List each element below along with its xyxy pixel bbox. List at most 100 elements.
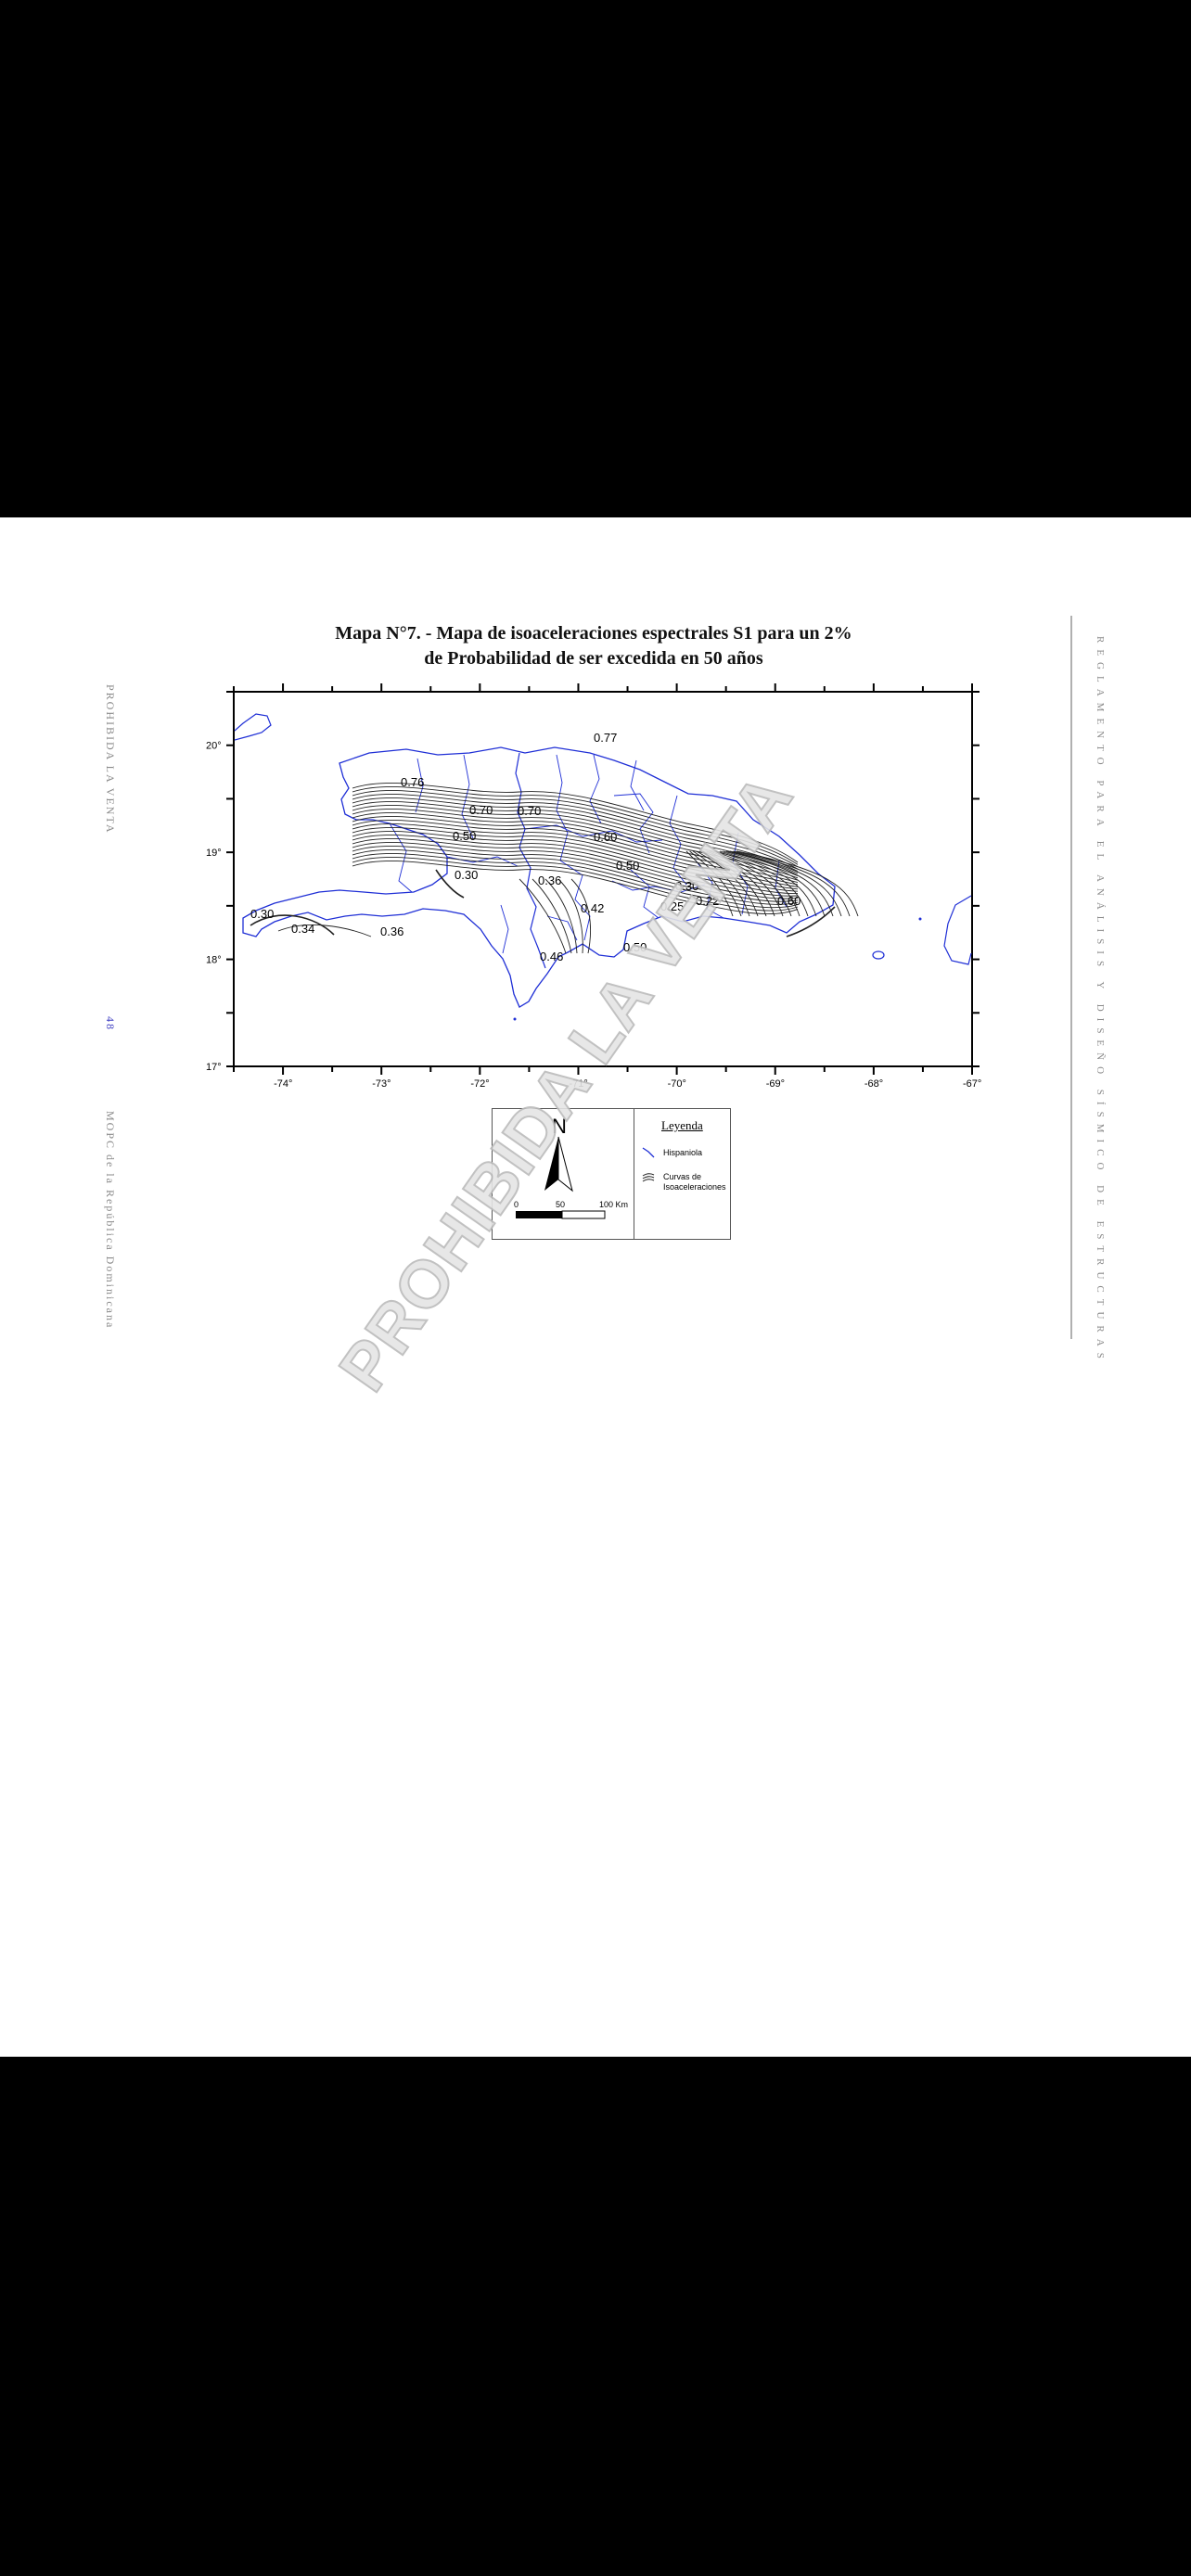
lon-label: -68° (864, 1078, 883, 1090)
contour-line-haiti-2 (277, 925, 372, 937)
contour-line-east (689, 850, 742, 917)
islet-dot-2 (513, 1017, 517, 1021)
contour-line-east (696, 850, 759, 917)
iso-value-label: 0.70 (469, 803, 493, 817)
lon-label: -72° (470, 1078, 489, 1090)
contour-line-east (723, 850, 826, 917)
left-margin-prohibida: PROHIBIDA LA VENTA (104, 684, 117, 835)
isoacceleration-labels: 0.70 0.77 0.70 0.76 0.50 0.60 0.50 0.30 0.36 0.30… (250, 731, 800, 963)
iso-value-label: 0.70 (518, 804, 541, 818)
contour-line-south (531, 878, 572, 954)
iso-value-label: 0.30 (250, 907, 274, 921)
contour-line (352, 823, 799, 887)
contour-line (352, 857, 799, 912)
contour-line-east (710, 850, 792, 917)
legend-symbols (642, 1147, 655, 1182)
north-label: N (552, 1115, 567, 1138)
iso-value-label: 0.34 (291, 922, 314, 936)
contour-line-east (733, 850, 851, 917)
contour-line-east (716, 850, 809, 917)
iso-value-label: 0.76 (401, 775, 424, 789)
scale-bar-white (561, 1210, 606, 1219)
document-page: PROHIBIDA LA VENTA 48 MOPC de la Repúbli… (0, 517, 1191, 2057)
contour-line (352, 797, 799, 872)
map-ticks (226, 683, 980, 1075)
iso-value-label: 0.60 (777, 894, 800, 908)
iso-value-label: 0.30 (455, 868, 478, 882)
iso-value-label: 0.22 (696, 894, 719, 908)
lon-label: -67° (963, 1078, 981, 1090)
legend-item-curvas-line2: Isoaceleraciones (663, 1182, 726, 1192)
contour-line (352, 801, 799, 874)
map-title: Mapa N°7. - Mapa de isoaceleraciones esp… (186, 621, 1002, 671)
lat-label: 20° (206, 741, 222, 752)
map-axis-labels: 20° 19° 18° 17° -74° -73° -72° -71° -70° -69° -68°… (206, 741, 981, 1090)
north-arrow-and-scale: N (516, 1115, 606, 1219)
lon-label: -71° (569, 1078, 587, 1090)
contour-line (352, 790, 799, 868)
iso-value-label: 0.60 (594, 830, 617, 844)
contour-line-east (726, 850, 834, 917)
right-margin-title: REGLAMENTO PARA EL ANÁLISIS Y DISEÑO SÍS… (1095, 636, 1106, 1365)
contour-line (352, 816, 799, 884)
puerto-rico-coastline (943, 895, 972, 965)
contour-symbol-icon (642, 1173, 655, 1177)
iso-value-label: 0.25 (660, 899, 684, 913)
iso-value-label: 0.42 (581, 901, 604, 915)
iso-value-label: 0.36 (538, 874, 561, 887)
lat-label: 18° (206, 955, 222, 966)
lat-label: 17° (206, 1062, 222, 1073)
isoacceleration-contours (250, 783, 859, 954)
contour-line (352, 783, 799, 863)
contour-line (352, 812, 799, 881)
map-title-line2: de Probabilidad de ser excedida en 50 añ… (424, 648, 763, 669)
contour-line-south (557, 878, 583, 954)
contour-line-south (570, 878, 591, 954)
lat-label: 19° (206, 848, 222, 859)
iso-value-label: 0.50 (453, 829, 476, 843)
contour-line-east-2 (786, 906, 836, 937)
lon-label: -70° (668, 1078, 686, 1090)
contour-line (352, 827, 799, 890)
contour-line (352, 842, 799, 899)
contour-line-south (544, 878, 578, 954)
scale-label-100: 100 Km (599, 1200, 629, 1209)
mona-island (872, 950, 885, 960)
contour-line-mid (435, 869, 465, 899)
isoacceleration-map: 20° 19° 18° 17° -74° -73° -72° -71° -70° -69° -68°… (206, 683, 981, 1090)
contour-line (352, 835, 799, 895)
contour-line-east (719, 850, 817, 917)
lon-label: -69° (766, 1078, 785, 1090)
contour-line-east (712, 850, 800, 917)
legend-title: Leyenda (661, 1118, 703, 1132)
page-number: 48 (104, 1016, 117, 1031)
iso-value-label: 0.50 (623, 940, 647, 954)
iso-value-label: 0.30 (675, 879, 698, 893)
map-frame (233, 691, 973, 1067)
iso-value-label: 0.50 (616, 859, 639, 873)
contour-line (352, 786, 799, 865)
contour-line-east (685, 850, 734, 917)
hispaniola-symbol-icon (642, 1147, 655, 1158)
contour-line (352, 794, 799, 870)
legend-item-curvas-line1: Curvas de (663, 1172, 702, 1181)
contour-line (352, 831, 799, 892)
iso-value-label: 0.77 (594, 731, 617, 745)
contour-line (352, 846, 799, 902)
scale-label-0: 0 (514, 1200, 519, 1209)
north-arrow-icon-right (557, 1136, 573, 1192)
right-margin-rule (1070, 616, 1072, 1339)
international-border (515, 752, 546, 969)
islet-dot (918, 917, 922, 921)
contour-line-east (729, 850, 842, 917)
iso-value-label: 0.46 (540, 950, 563, 963)
iso-value-label: 0.36 (380, 925, 403, 938)
map-title-line1: Mapa N°7. - Mapa de isoaceleraciones esp… (335, 623, 852, 644)
contour-line-haiti (250, 914, 335, 936)
legend-panel: N 0 50 100 Km Leyenda Hispaniola Curvas … (492, 1108, 731, 1240)
contour-line (352, 838, 799, 897)
legend-item-hispaniola: Hispaniola (663, 1148, 703, 1157)
legend-item-curvas: Curvas de Isoaceleraciones (663, 1172, 726, 1192)
lon-label: -73° (372, 1078, 391, 1090)
north-arrow-icon (544, 1137, 558, 1191)
